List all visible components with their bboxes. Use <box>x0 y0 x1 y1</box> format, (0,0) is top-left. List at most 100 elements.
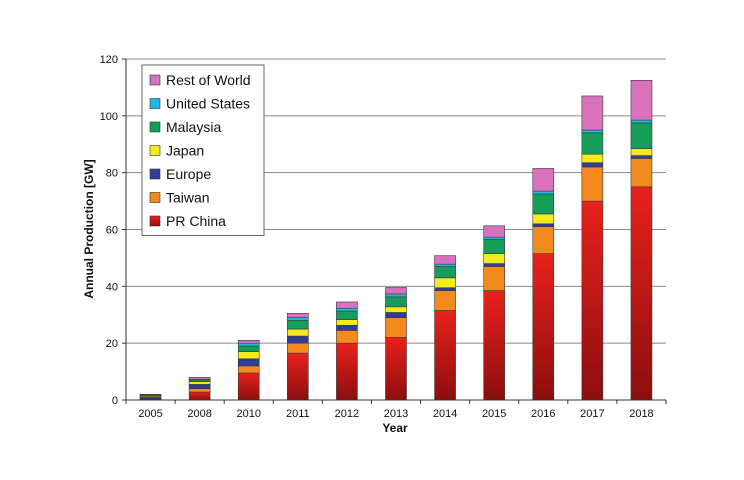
legend-label: Taiwan <box>166 190 210 206</box>
bar-segment-united-states <box>385 293 407 298</box>
bar-segment-pr-china <box>630 186 653 401</box>
bar-segment-malaysia <box>581 132 604 155</box>
bar-segment-malaysia <box>483 239 505 254</box>
bar-segment-taiwan <box>287 342 309 354</box>
bar-segment-europe <box>434 287 456 291</box>
bar-segment-united-states <box>630 119 653 124</box>
bar-segment-rest-of-world <box>237 340 260 344</box>
bar-segment-pr-china <box>188 391 211 401</box>
bar-segment-pr-china <box>385 337 407 401</box>
legend-label: Europe <box>166 166 211 182</box>
bar-segment-japan <box>385 306 407 313</box>
legend-label: Japan <box>166 143 204 159</box>
legend: Rest of World United States Malaysia Japan E… <box>141 64 265 236</box>
bar-segment-taiwan <box>188 388 211 393</box>
bar-segment-rest-of-world <box>287 313 309 318</box>
bar-segment-japan <box>287 328 309 337</box>
x-tick-label: 2010 <box>236 408 260 420</box>
legend-swatch <box>149 215 161 227</box>
x-tick-label: 2018 <box>629 408 653 420</box>
bar-segment-united-states <box>581 129 604 134</box>
bar-segment-united-states <box>237 342 260 347</box>
bar-segment-united-states <box>532 190 555 195</box>
x-tick-label: 2008 <box>187 408 211 420</box>
bar-segment-taiwan <box>237 365 260 374</box>
bar-segment-pr-china <box>287 352 309 401</box>
bar-segment-taiwan <box>630 158 653 188</box>
y-tick-label: 0 <box>112 395 118 407</box>
y-tick-label: 60 <box>106 225 118 237</box>
bar-segment-united-states <box>483 236 505 240</box>
axes: 0 20 40 60 80 100 120 2005 2008 2010 2011 2012 2013 2… <box>100 54 667 420</box>
legend-swatch <box>149 98 161 109</box>
bar-segment-europe <box>336 324 358 331</box>
bar-segment-taiwan <box>581 166 604 202</box>
bar-segment-japan <box>483 253 505 264</box>
bar-segment-europe <box>188 384 211 389</box>
bar-segment-rest-of-world <box>630 80 653 121</box>
bar-segment-taiwan <box>385 317 407 338</box>
bar-segment-rest-of-world <box>385 287 407 295</box>
bar-segment-pr-china <box>336 342 358 401</box>
bar-segment-rest-of-world <box>336 301 358 309</box>
x-tick-label: 2011 <box>286 408 310 420</box>
bar-segment-taiwan <box>532 226 555 254</box>
bar-segment-taiwan <box>434 290 456 311</box>
y-tick-label: 120 <box>100 54 118 66</box>
legend-label: Rest of World <box>166 72 251 88</box>
legend-swatch <box>149 192 161 203</box>
x-tick-label: 2005 <box>138 408 162 420</box>
bar-segment-pr-china <box>434 310 456 401</box>
bar-segment-pr-china <box>581 200 604 401</box>
bar-segment-malaysia <box>532 193 555 215</box>
bar-segment-japan <box>188 381 211 385</box>
legend-label: United States <box>166 96 250 112</box>
legend-box <box>141 64 265 236</box>
bar-segment-europe <box>483 263 505 267</box>
legend-label: PR China <box>166 213 226 229</box>
y-axis-title: Annual Production [GW] <box>82 159 96 298</box>
bar-segment-europe <box>385 312 407 318</box>
bar-segment-malaysia <box>336 310 358 320</box>
bar-segment-united-states <box>287 317 309 321</box>
x-tick-label: 2016 <box>531 408 555 420</box>
y-tick-label: 40 <box>106 281 118 293</box>
bar-segment-taiwan <box>483 266 505 291</box>
bar-segment-united-states <box>336 307 358 312</box>
bar-segment-japan <box>630 148 653 156</box>
bar-segment-europe <box>532 223 555 227</box>
bar-segment-europe <box>139 396 162 400</box>
bar-segment-malaysia <box>385 296 407 308</box>
bar-segment-pr-china <box>532 253 555 401</box>
y-tick-label: 100 <box>100 111 118 123</box>
legend-swatch <box>149 145 161 156</box>
legend-swatch <box>149 74 161 86</box>
x-axis-title: Year <box>382 421 408 435</box>
legend-swatch <box>149 121 161 133</box>
bar-segment-japan <box>434 277 456 289</box>
bar-segment-rest-of-world <box>532 168 555 192</box>
bar-segment-pr-china <box>237 372 260 401</box>
x-tick-label: 2013 <box>384 408 408 420</box>
x-tick-label: 2017 <box>580 408 604 420</box>
legend-swatch <box>149 168 161 180</box>
bar-segment-japan <box>336 319 358 326</box>
legend-label: Malaysia <box>166 119 221 135</box>
bar-segment-rest-of-world <box>483 225 505 238</box>
bar-segment-europe <box>237 358 260 367</box>
y-tick-label: 20 <box>106 338 118 350</box>
bar-segment-malaysia <box>237 345 260 352</box>
bars <box>139 80 653 401</box>
bar-segment-taiwan <box>336 330 358 344</box>
bar-segment-united-states <box>434 263 456 267</box>
bar-segment-japan <box>581 153 604 164</box>
bar-segment-rest-of-world <box>188 376 211 380</box>
bar-segment-malaysia <box>287 320 309 330</box>
bar-segment-pr-china <box>483 290 505 401</box>
bar-segment-europe <box>287 335 309 344</box>
bar-segment-japan <box>237 351 260 360</box>
x-tick-label: 2012 <box>335 408 359 420</box>
y-tick-label: 80 <box>106 168 118 180</box>
bar-segment-europe <box>581 162 604 168</box>
